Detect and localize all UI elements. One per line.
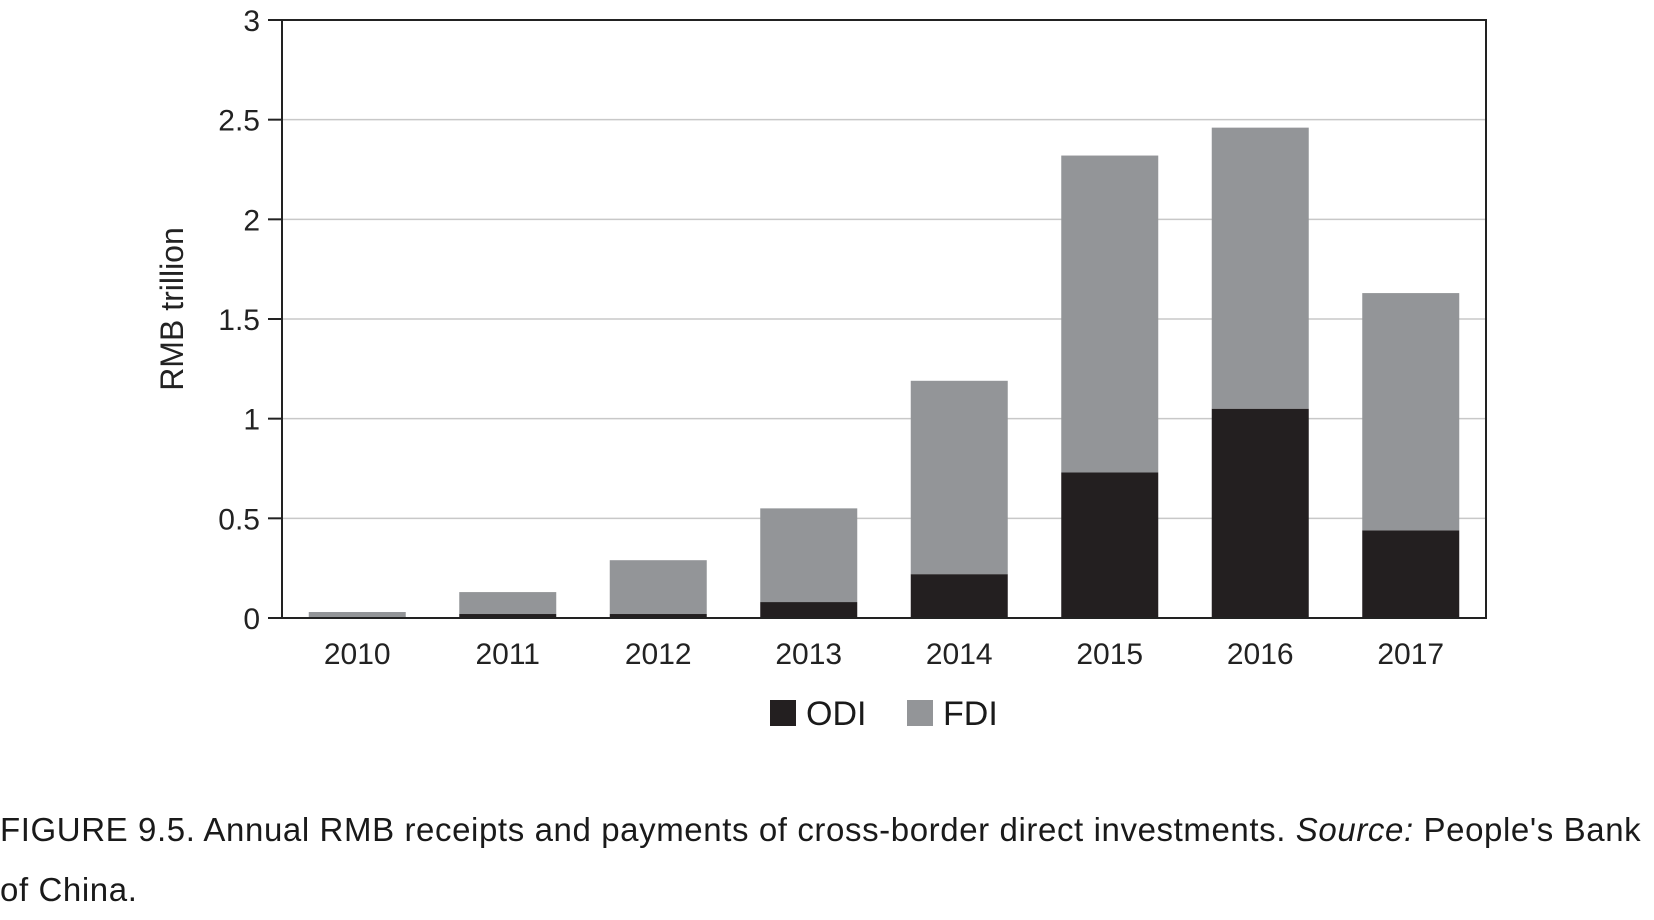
x-tick-label: 2016 [1227, 638, 1294, 671]
bar-odi-2012 [609, 614, 707, 618]
bar-fdi-2014 [910, 380, 1008, 575]
bar-odi-2016 [1211, 408, 1309, 618]
x-tick-label: 2011 [475, 638, 540, 671]
y-tick-label: 3 [243, 5, 260, 38]
bar-odi-2014 [910, 574, 1008, 618]
caption-text: Annual RMB receipts and payments of cros… [195, 811, 1296, 848]
bar-fdi-2011 [459, 592, 557, 615]
x-tick-label: 2015 [1076, 638, 1143, 671]
x-tick-label: 2017 [1377, 638, 1444, 671]
caption-label: FIGURE 9.5. [0, 811, 196, 848]
y-tick-label: 2 [243, 204, 260, 237]
bar-fdi-2016 [1211, 127, 1309, 409]
bar-odi-2011 [459, 614, 557, 618]
bar-fdi-2012 [609, 560, 707, 615]
x-tick-label: 2014 [926, 638, 993, 671]
bar-fdi-2017 [1362, 293, 1460, 531]
x-tick-label: 2013 [775, 638, 842, 671]
bars [308, 127, 1460, 618]
caption-source-text: People's Bank of China. [0, 811, 1642, 908]
legend-label-odi: ODI [806, 695, 866, 733]
x-tick-label: 2010 [324, 638, 391, 671]
y-tick-label: 0.5 [218, 503, 260, 536]
y-axis-title: RMB trillion [154, 227, 190, 391]
bar-fdi-2013 [760, 508, 858, 603]
legend: ODI FDI [770, 695, 998, 733]
y-axis-ticks: 0 0.5 1 1.5 2 2.5 3 [218, 5, 282, 636]
y-tick-label: 2.5 [218, 105, 260, 138]
legend-swatch-odi [770, 700, 796, 726]
x-axis-labels: 2010 2011 2012 2013 2014 2015 2016 2017 [324, 638, 1444, 671]
bar-fdi-2010 [308, 612, 406, 618]
bar-fdi-2015 [1061, 155, 1159, 473]
legend-swatch-fdi [907, 700, 933, 726]
legend-label-fdi: FDI [943, 695, 998, 733]
bar-odi-2015 [1061, 472, 1159, 618]
bar-odi-2017 [1362, 530, 1460, 618]
y-tick-label: 0 [243, 603, 260, 636]
y-tick-label: 1 [243, 404, 260, 437]
y-tick-label: 1.5 [218, 304, 260, 337]
figure-caption: FIGURE 9.5. Annual RMB receipts and paym… [0, 800, 1654, 920]
bar-odi-2013 [760, 602, 858, 618]
x-tick-label: 2012 [625, 638, 692, 671]
caption-source-label: Source: [1295, 811, 1414, 848]
